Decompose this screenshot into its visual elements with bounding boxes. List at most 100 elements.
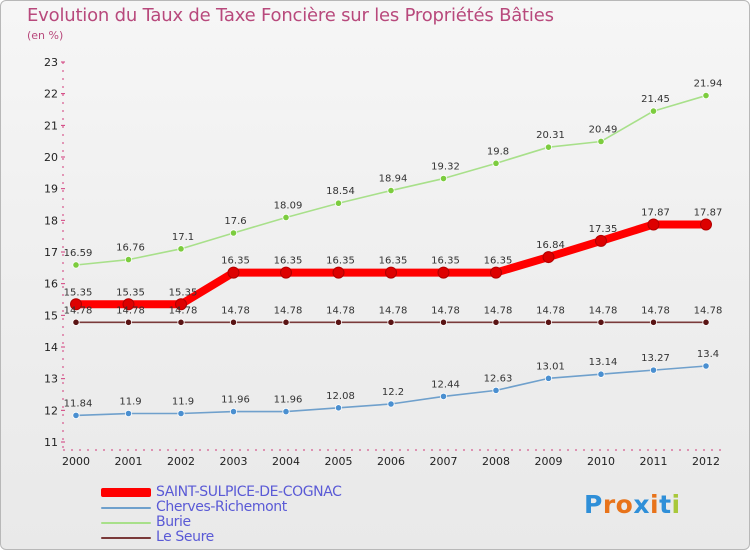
x-tick-label: 2009: [535, 455, 563, 468]
y-tick-label: 11: [44, 436, 58, 449]
data-point: [492, 159, 500, 167]
data-point: [72, 261, 80, 269]
data-label: 13.27: [641, 353, 670, 364]
data-point: [490, 266, 502, 279]
data-point: [439, 174, 448, 183]
data-point: [597, 318, 605, 326]
x-tick-label: 2004: [272, 455, 300, 468]
legend-label: Cherves-Richemont: [156, 499, 287, 515]
y-tick-label: 22: [44, 88, 58, 101]
data-label: 13.4: [697, 349, 719, 360]
data-label: 19.32: [431, 162, 460, 173]
data-label: 18.09: [274, 200, 303, 211]
data-point: [72, 318, 80, 326]
data-label: 14.78: [116, 305, 145, 316]
data-label: 16.35: [379, 256, 408, 267]
data-label: 12.2: [382, 387, 404, 398]
data-label: 19.8: [487, 146, 509, 157]
x-tick-label: 2000: [62, 455, 90, 468]
legend-item: Le Seure: [101, 530, 342, 545]
data-point: [332, 266, 345, 279]
data-label: 18.54: [326, 186, 355, 197]
data-point: [439, 392, 448, 400]
data-label: 16.35: [221, 256, 250, 267]
logo-letter: o: [615, 490, 634, 519]
x-tick-label: 2005: [325, 455, 353, 468]
logo-letter: P: [584, 490, 603, 519]
y-tick-label: 23: [44, 56, 58, 69]
data-label: 11.9: [119, 397, 141, 408]
data-point: [702, 362, 710, 370]
data-point: [334, 404, 343, 412]
x-tick-label: 2003: [220, 455, 248, 468]
data-label: 16.59: [64, 248, 93, 259]
data-label: 16.35: [326, 256, 355, 267]
data-point: [385, 266, 397, 279]
logo-letter: i: [650, 490, 660, 519]
legend-item: Cherves-Richemont: [101, 500, 342, 515]
y-tick-label: 18: [44, 214, 58, 227]
data-point: [647, 218, 660, 231]
data-label: 11.96: [221, 395, 250, 406]
data-point: [177, 318, 185, 326]
data-point: [334, 199, 343, 207]
y-tick-label: 12: [44, 404, 58, 417]
data-point: [702, 91, 710, 100]
data-point: [595, 234, 607, 247]
data-label: 14.78: [484, 305, 513, 316]
data-label: 17.87: [694, 207, 723, 218]
data-point: [544, 318, 553, 326]
y-tick-label: 14: [44, 341, 58, 354]
data-point: [702, 318, 710, 326]
logo-letter: x: [633, 490, 650, 519]
data-label: 16.35: [274, 256, 303, 267]
chart-title: Evolution du Taux de Taxe Foncière sur l…: [27, 5, 554, 26]
data-label: 16.35: [431, 256, 460, 267]
data-label: 14.78: [274, 305, 303, 316]
data-point: [700, 218, 712, 231]
data-point: [70, 298, 82, 311]
x-tick-label: 2011: [640, 455, 668, 468]
data-point: [544, 143, 553, 151]
data-label: 21.45: [641, 94, 670, 105]
data-label: 14.78: [221, 305, 250, 316]
x-tick-label: 2008: [482, 455, 510, 468]
data-label: 14.78: [694, 305, 723, 316]
data-label: 14.78: [431, 305, 460, 316]
data-point: [124, 318, 133, 326]
data-point: [122, 298, 135, 311]
y-tick-label: 20: [44, 151, 58, 164]
data-point: [542, 251, 555, 264]
data-point: [280, 266, 292, 279]
data-label: 16.84: [536, 240, 565, 251]
data-point: [229, 407, 238, 416]
data-label: 17.1: [172, 232, 194, 243]
data-point: [229, 229, 238, 237]
data-point: [177, 409, 185, 418]
x-tick-label: 2006: [377, 455, 405, 468]
data-point: [124, 256, 133, 264]
data-point: [649, 366, 658, 374]
data-point: [282, 213, 290, 222]
data-label: 12.63: [484, 373, 513, 384]
data-point: [177, 245, 185, 253]
data-point: [597, 370, 605, 378]
logo-letter: r: [602, 490, 616, 519]
legend-label: SAINT-SULPICE-DE-COGNAC: [156, 484, 342, 500]
legend-item: Burie: [101, 515, 342, 530]
data-label: 15.35: [64, 287, 93, 298]
y-axis-unit-label: (en %): [27, 29, 64, 42]
data-label: 17.87: [641, 207, 670, 218]
data-label: 20.49: [589, 124, 618, 135]
legend: SAINT-SULPICE-DE-COGNAC Cherves-Richemont…: [101, 485, 342, 545]
data-point: [437, 266, 450, 279]
legend-swatch: [101, 536, 151, 539]
data-label: 14.78: [326, 305, 355, 316]
data-label: 20.31: [536, 130, 565, 141]
x-tick-label: 2007: [430, 455, 458, 468]
data-label: 16.35: [484, 256, 513, 267]
data-point: [282, 318, 290, 326]
y-tick-label: 17: [44, 246, 58, 259]
